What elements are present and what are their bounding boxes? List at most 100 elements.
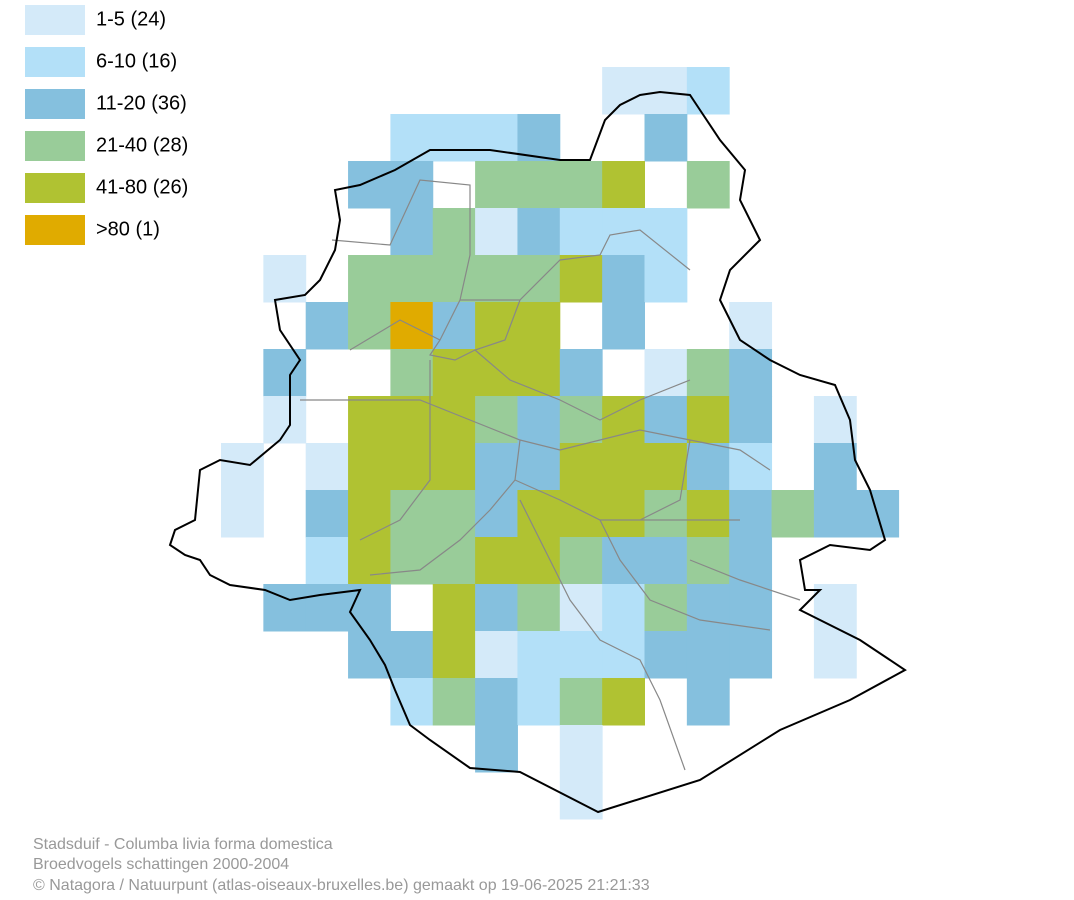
legend-label: 1-5 (24): [96, 8, 166, 30]
grid-cell: [432, 302, 476, 350]
legend-swatch: [25, 89, 85, 119]
grid-cell: [686, 537, 730, 585]
grid-cell: [432, 255, 476, 303]
grid-cell: [602, 255, 645, 303]
grid-cell: [686, 161, 730, 209]
grid-cell: [686, 349, 730, 397]
grid-cell: [559, 631, 603, 679]
footer-species: Stadsduif - Columba livia forma domestic…: [33, 836, 333, 853]
grid-cell: [432, 631, 476, 679]
legend-swatch: [25, 131, 85, 161]
grid-cell: [348, 396, 391, 444]
grid-cell: [602, 67, 645, 115]
grid-cell: [305, 584, 349, 632]
grid-cell: [559, 443, 603, 491]
grid-cell: [729, 537, 773, 585]
grid-cell: [305, 302, 349, 350]
grid-cell: [559, 537, 603, 585]
grid-cell: [686, 67, 730, 115]
grid-cell: [517, 161, 561, 209]
grid-cell: [475, 161, 518, 209]
grid-cell: [475, 443, 518, 491]
grid-cell: [517, 349, 561, 397]
grid-cell: [559, 208, 603, 256]
region-outline: [168, 90, 907, 814]
grid-cell: [390, 631, 434, 679]
grid-cell: [644, 349, 688, 397]
grid-cell: [390, 349, 434, 397]
grid-cell: [432, 490, 476, 538]
grid-cell: [559, 255, 603, 303]
grid-cell: [263, 349, 307, 397]
grid-cell: [602, 490, 645, 538]
grid-cell: [517, 631, 561, 679]
grid-cell: [813, 584, 857, 632]
grid-cell: [475, 114, 518, 162]
grid-cell: [475, 537, 518, 585]
legend-swatch: [25, 215, 85, 245]
grid-cell: [475, 490, 518, 538]
grid-cell: [475, 678, 518, 726]
grid-cell: [432, 208, 476, 256]
grid-cell: [348, 490, 391, 538]
grid-cell: [559, 584, 603, 632]
grid-cell: [517, 396, 561, 444]
grid-cell: [602, 443, 645, 491]
grid-cell: [475, 208, 518, 256]
grid-cell: [517, 584, 561, 632]
grid-cell: [475, 584, 518, 632]
legend-label: 11-20 (36): [96, 92, 187, 114]
legend-label: 21-40 (28): [96, 134, 188, 156]
legend-swatch: [25, 47, 85, 77]
grid-cell: [686, 490, 730, 538]
grid-cell: [559, 725, 603, 773]
footer-credit: © Natagora / Natuurpunt (atlas-oiseaux-b…: [33, 877, 650, 894]
grid-cell: [559, 161, 603, 209]
grid-cell: [729, 584, 773, 632]
grid-cell: [390, 678, 434, 726]
communes: [300, 179, 801, 771]
grid-cell: [559, 490, 603, 538]
grid-cell: [602, 678, 645, 726]
grid-cell: [813, 490, 857, 538]
grid-cell: [644, 631, 688, 679]
grid-cell: [686, 443, 730, 491]
grid-cell: [602, 302, 645, 350]
grid-cell: [475, 255, 518, 303]
grid-cell: [602, 208, 645, 256]
grid-cell: [305, 490, 349, 538]
grid-cell: [517, 208, 561, 256]
grid-cell: [729, 490, 773, 538]
grid-cell: [644, 114, 688, 162]
grid-cell: [813, 631, 857, 679]
grid-cell: [390, 396, 434, 444]
grid-cell: [602, 537, 645, 585]
grid-cell: [390, 490, 434, 538]
grid-cell: [390, 208, 434, 256]
legend-label: 41-80 (26): [96, 176, 188, 198]
grid-cell: [348, 161, 391, 209]
grid-cell: [263, 255, 307, 303]
grid-cell: [559, 349, 603, 397]
grid-cell: [432, 584, 476, 632]
grid-cell: [390, 114, 434, 162]
grid-cell: [602, 161, 645, 209]
grid-cell: [602, 396, 645, 444]
grid-cell: [390, 443, 434, 491]
grid-cell: [348, 302, 391, 350]
grid-cell: [644, 208, 688, 256]
legend: 1-5 (24) 6-10 (16) 11-20 (36) 21-40 (28) 41-…: [25, 5, 188, 245]
legend-label: 6-10 (16): [96, 50, 177, 72]
grid-cell: [602, 631, 645, 679]
grid-cell: [644, 443, 688, 491]
grid-cell: [813, 443, 857, 491]
grid-cell: [475, 725, 518, 773]
grid-cell: [221, 490, 264, 538]
grid-cell: [348, 443, 391, 491]
grid-cell: [348, 255, 391, 303]
grid-cell: [432, 678, 476, 726]
grid-cell: [390, 537, 434, 585]
grid-cell: [517, 302, 561, 350]
grid-cell: [263, 396, 307, 444]
